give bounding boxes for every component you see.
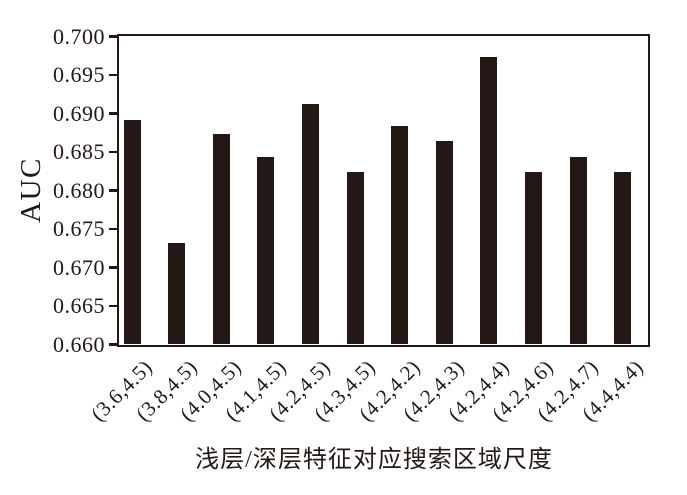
- y-tick-mark: [109, 304, 118, 308]
- bar-(3.6,4.5): [123, 119, 141, 345]
- y-tick-mark: [109, 73, 118, 77]
- bar-(4.2,4.6): [524, 172, 542, 345]
- bar-(4.4,4.4): [614, 172, 632, 345]
- y-tick-mark: [109, 35, 118, 38]
- y-tick-mark: [109, 227, 118, 231]
- y-tick-label: 0.680: [53, 177, 105, 203]
- bar-(4.2,4.5): [301, 104, 319, 345]
- bar-(4.2,4.7): [569, 156, 587, 345]
- y-tick-mark: [109, 150, 118, 154]
- y-tick-label: 0.675: [53, 216, 105, 241]
- bar-(4.2,4.4): [480, 56, 498, 345]
- bar-(4.3,4.5): [346, 172, 364, 345]
- y-tick-mark: [109, 343, 118, 346]
- y-tick-label: 0.670: [53, 254, 105, 280]
- bar-(4.0,4.5): [212, 133, 230, 345]
- y-tick-label: 0.700: [53, 23, 105, 49]
- bar-(4.2,4.2): [391, 125, 409, 345]
- x-axis-title: 浅层/深层特征对应搜索区域尺度: [195, 447, 553, 473]
- y-tick-mark: [109, 112, 118, 115]
- y-tick-label: 0.660: [53, 331, 105, 357]
- y-tick-mark: [109, 189, 118, 192]
- y-tick-label: 0.695: [53, 62, 105, 87]
- y-tick-mark: [109, 266, 118, 269]
- bar-(4.2,4.3): [435, 141, 453, 345]
- bar-(4.1,4.5): [257, 156, 275, 345]
- y-tick-label: 0.685: [53, 139, 105, 164]
- bar-(3.8,4.5): [168, 242, 186, 345]
- y-tick-label: 0.690: [53, 100, 105, 126]
- plot-area: [117, 34, 650, 347]
- y-tick-label: 0.665: [53, 293, 105, 318]
